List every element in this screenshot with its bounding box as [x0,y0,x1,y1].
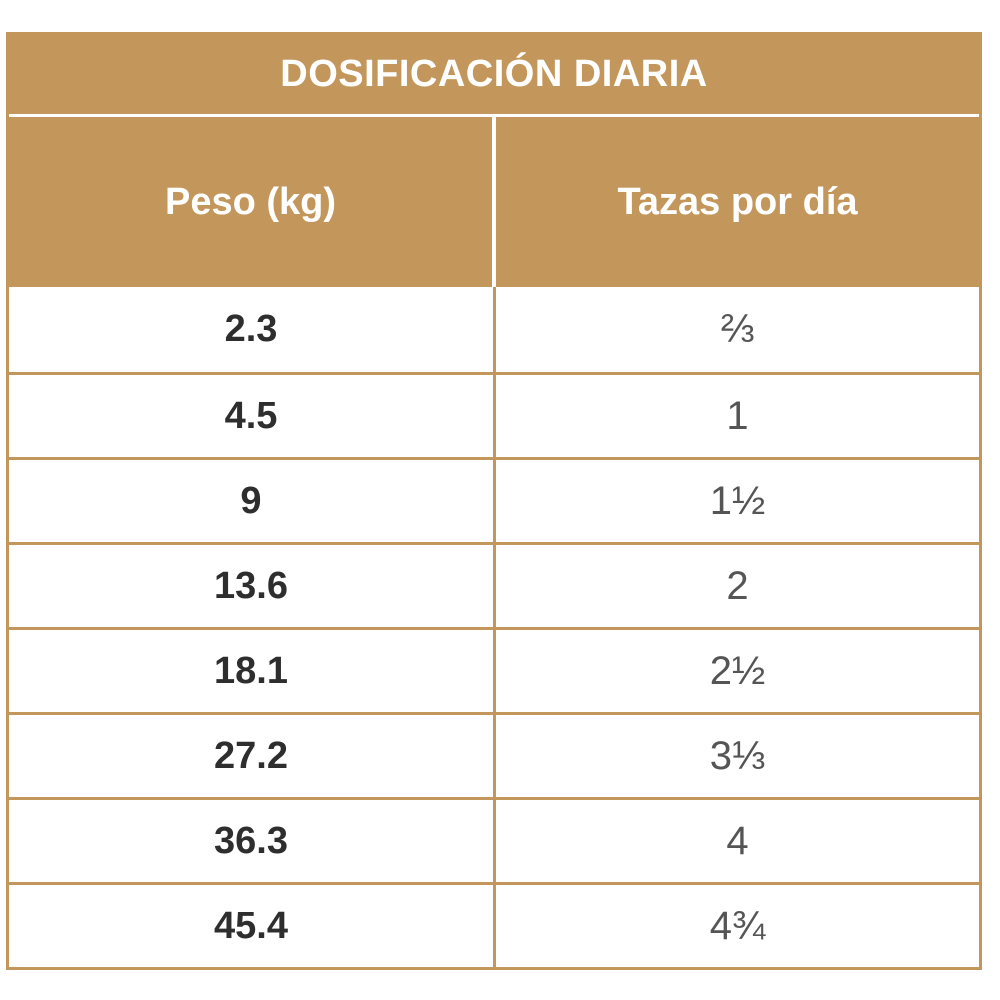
table-row: 36.3 4 [9,797,979,882]
cups-cell: 3⅓ [709,733,766,778]
cups-cell: ⅔ [720,307,755,351]
header-cups: Tazas por día [617,180,858,223]
weight-cell: 45.4 [9,885,496,967]
cups-cell: 4 [726,818,749,863]
table-header-row: Peso (kg) Tazas por día [9,117,979,287]
cups-cell: 2 [726,563,749,608]
table-row: 13.6 2 [9,542,979,627]
header-weight: Peso (kg) [9,117,496,287]
table-row: 9 1½ [9,457,979,542]
table-row: 27.2 3⅓ [9,712,979,797]
weight-cell: 36.3 [9,800,496,882]
cups-cell: 4¾ [709,903,766,948]
dosage-table: DOSIFICACIÓN DIARIA Peso (kg) Tazas por … [6,32,982,970]
cups-cell: 2½ [709,648,766,693]
weight-cell: 2.3 [9,287,496,372]
table-row: 4.5 1 [9,372,979,457]
table-row: 18.1 2½ [9,627,979,712]
table-body: 2.3 ⅔ 4.5 1 9 1½ 13.6 2 18.1 2½ 27.2 3⅓ 36.3 4 45.4 4¾ [9,287,979,967]
cups-cell: 1½ [709,478,766,523]
table-row: 45.4 4¾ [9,882,979,967]
weight-cell: 27.2 [9,715,496,797]
weight-cell: 4.5 [9,375,496,457]
cups-cell: 1 [726,393,749,438]
weight-cell: 18.1 [9,630,496,712]
weight-cell: 9 [9,460,496,542]
table-title: DOSIFICACIÓN DIARIA [9,35,979,117]
table-row: 2.3 ⅔ [9,287,979,372]
weight-cell: 13.6 [9,545,496,627]
